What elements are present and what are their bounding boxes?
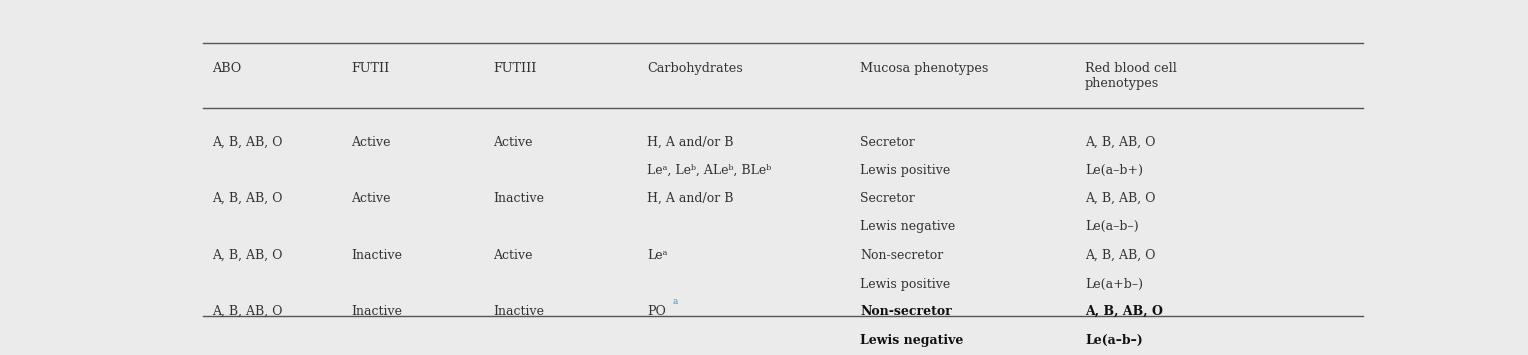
Text: Active: Active xyxy=(351,192,390,204)
Text: Secretor: Secretor xyxy=(860,192,915,204)
Text: Leᵃ, Leᵇ, ALeᵇ, BLeᵇ: Leᵃ, Leᵇ, ALeᵇ, BLeᵇ xyxy=(646,164,772,177)
Text: Le(a–b–): Le(a–b–) xyxy=(1085,334,1143,347)
Text: A, B, AB, O: A, B, AB, O xyxy=(1085,136,1155,148)
Text: A, B, AB, O: A, B, AB, O xyxy=(212,192,283,204)
Text: H, A and/or B: H, A and/or B xyxy=(646,192,733,204)
Text: A, B, AB, O: A, B, AB, O xyxy=(212,305,283,318)
Text: a: a xyxy=(672,297,678,306)
Text: H, A and/or B: H, A and/or B xyxy=(646,136,733,148)
Text: A, B, AB, O: A, B, AB, O xyxy=(212,249,283,262)
Text: Secretor: Secretor xyxy=(860,136,915,148)
Text: A, B, AB, O: A, B, AB, O xyxy=(212,136,283,148)
Text: Active: Active xyxy=(494,249,532,262)
Text: Le(a–b–): Le(a–b–) xyxy=(1085,220,1138,233)
Text: PO: PO xyxy=(646,305,666,318)
Text: A, B, AB, O: A, B, AB, O xyxy=(1085,305,1163,318)
Text: Lewis positive: Lewis positive xyxy=(860,164,950,177)
Text: Inactive: Inactive xyxy=(494,305,544,318)
Text: Active: Active xyxy=(351,136,390,148)
Text: Inactive: Inactive xyxy=(494,192,544,204)
Text: Le(a+b–): Le(a+b–) xyxy=(1085,278,1143,291)
Text: Lewis negative: Lewis negative xyxy=(860,334,964,347)
Text: Active: Active xyxy=(494,136,532,148)
Text: FUTIII: FUTIII xyxy=(494,62,536,75)
Text: A, B, AB, O: A, B, AB, O xyxy=(1085,249,1155,262)
Text: Mucosa phenotypes: Mucosa phenotypes xyxy=(860,62,989,75)
Text: A, B, AB, O: A, B, AB, O xyxy=(1085,192,1155,204)
Text: Inactive: Inactive xyxy=(351,249,402,262)
Text: ABO: ABO xyxy=(212,62,241,75)
Text: Non-secretor: Non-secretor xyxy=(860,249,943,262)
Text: Le(a–b+): Le(a–b+) xyxy=(1085,164,1143,177)
Text: Lewis negative: Lewis negative xyxy=(860,220,955,233)
Text: FUTII: FUTII xyxy=(351,62,390,75)
Text: Leᵃ: Leᵃ xyxy=(646,249,668,262)
Text: Red blood cell
phenotypes: Red blood cell phenotypes xyxy=(1085,62,1177,90)
Text: Lewis positive: Lewis positive xyxy=(860,278,950,291)
Text: Non-secretor: Non-secretor xyxy=(860,305,952,318)
Text: Inactive: Inactive xyxy=(351,305,402,318)
Text: Carbohydrates: Carbohydrates xyxy=(646,62,743,75)
